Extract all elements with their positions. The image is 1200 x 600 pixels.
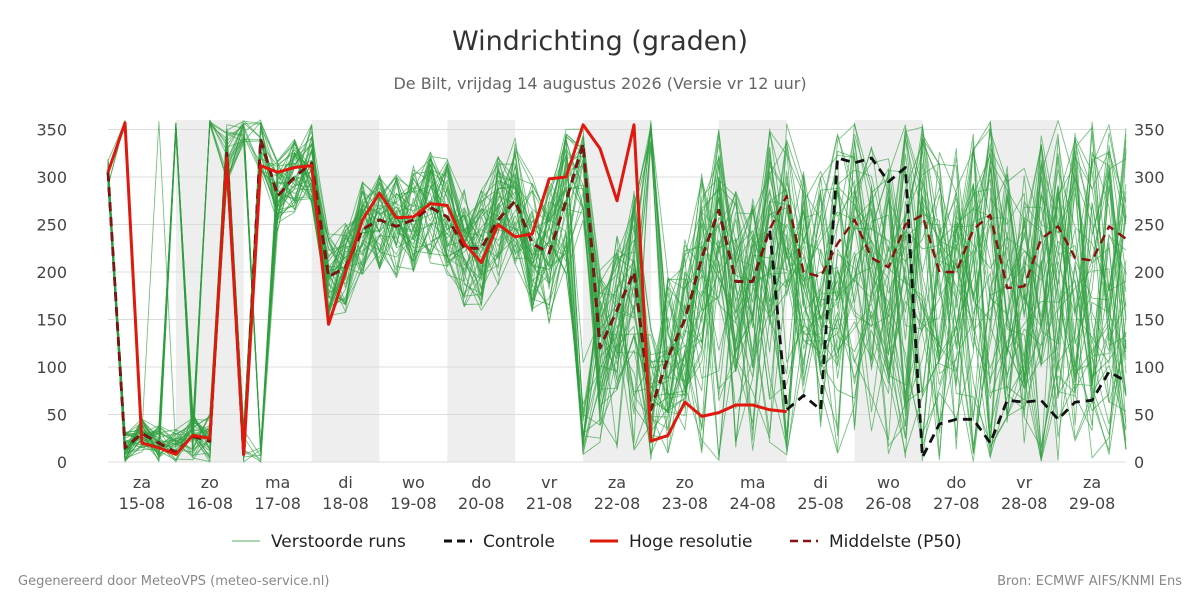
x-tick-date-6: 21-08	[526, 494, 573, 513]
x-tick-date-13: 28-08	[1001, 494, 1048, 513]
y-tick-right-100: 100	[1134, 358, 1165, 377]
ensemble-run-21	[107, 123, 1127, 455]
x-tick-date-12: 27-08	[933, 494, 980, 513]
x-tick-date-5: 20-08	[458, 494, 505, 513]
shaded-band-1	[311, 120, 380, 462]
y-tick-left-150: 150	[36, 311, 67, 330]
x-tick-day-9: ma	[740, 473, 765, 492]
x-tick-day-1: zo	[201, 473, 219, 492]
y-tick-left-100: 100	[36, 358, 67, 377]
ensemble-run-47	[107, 119, 1127, 455]
y-tick-right-300: 300	[1134, 168, 1165, 187]
x-tick-day-6: vr	[541, 473, 557, 492]
x-tick-day-10: di	[813, 473, 828, 492]
x-tick-date-10: 25-08	[797, 494, 844, 513]
ensemble-run-46	[107, 131, 1127, 460]
y-tick-right-0: 0	[1134, 453, 1144, 472]
x-tick-date-3: 18-08	[322, 494, 369, 513]
x-tick-day-5: do	[471, 473, 491, 492]
x-tick-day-3: di	[338, 473, 353, 492]
x-tick-day-12: do	[946, 473, 966, 492]
y-axis-right: 0 50 100 150 200 250 300 350	[1134, 121, 1165, 473]
x-tick-day-2: ma	[265, 473, 290, 492]
ensemble-run-35	[107, 121, 1127, 460]
x-tick-day-8: zo	[676, 473, 694, 492]
y-tick-right-250: 250	[1134, 216, 1165, 235]
ensemble-run-44	[107, 121, 1127, 460]
legend-label-ensemble: Verstoorde runs	[271, 532, 406, 552]
x-tick-day-0: za	[133, 473, 151, 492]
x-tick-date-14: 29-08	[1069, 494, 1116, 513]
ensemble-run-34	[107, 135, 1127, 463]
footer-generated-by: Gegenereerd door MeteoVPS (meteo-service…	[18, 574, 329, 589]
ensemble-run-48	[107, 151, 1127, 462]
y-tick-left-350: 350	[36, 121, 67, 140]
series-p50	[106, 137, 1127, 459]
y-tick-right-50: 50	[1134, 406, 1154, 425]
x-tick-date-4: 19-08	[390, 494, 437, 513]
ensemble-run-36	[107, 126, 1127, 453]
ensemble-run-49	[107, 119, 1127, 463]
y-axis-left: 0 50 100 150 200 250 300 350	[36, 121, 67, 473]
x-tick-date-8: 23-08	[662, 494, 709, 513]
legend-label-control: Controle	[483, 532, 555, 552]
series-hires	[106, 121, 787, 456]
x-tick-day-14: za	[1083, 473, 1101, 492]
y-tick-left-0: 0	[57, 453, 67, 472]
legend: Verstoorde runs Controle Hoge resolutie …	[232, 532, 962, 552]
x-tick-day-4: wo	[402, 473, 425, 492]
legend-label-p50: Middelste (P50)	[829, 532, 962, 552]
x-tick-date-0: 15-08	[119, 494, 166, 513]
y-tick-right-350: 350	[1134, 121, 1165, 140]
y-tick-left-300: 300	[36, 168, 67, 187]
footer-source: Bron: ECMWF AIFS/KNMI Ens	[997, 574, 1182, 589]
x-tick-date-2: 17-08	[254, 494, 301, 513]
x-tick-date-1: 16-08	[187, 494, 234, 513]
y-tick-right-150: 150	[1134, 311, 1165, 330]
y-tick-left-250: 250	[36, 216, 67, 235]
ensemble-run-23	[107, 120, 1127, 461]
x-axis: za 15-08 zo 16-08 ma 17-08 di 18-08 wo 19-08 do 20-…	[119, 473, 1116, 513]
y-tick-left-200: 200	[36, 263, 67, 282]
x-tick-date-7: 22-08	[594, 494, 641, 513]
chart-subtitle: De Bilt, vrijdag 14 augustus 2026 (Versi…	[393, 74, 806, 93]
y-tick-left-50: 50	[47, 406, 67, 425]
chart-title: Windrichting (graden)	[452, 26, 748, 57]
x-tick-date-11: 26-08	[865, 494, 912, 513]
x-tick-day-7: za	[608, 473, 626, 492]
x-tick-date-9: 24-08	[729, 494, 776, 513]
legend-label-hires: Hoge resolutie	[629, 532, 753, 552]
ensemble-run-30	[107, 126, 1127, 462]
main-series	[106, 121, 1127, 459]
x-tick-day-13: vr	[1016, 473, 1032, 492]
y-tick-right-200: 200	[1134, 263, 1165, 282]
x-tick-day-11: wo	[877, 473, 900, 492]
